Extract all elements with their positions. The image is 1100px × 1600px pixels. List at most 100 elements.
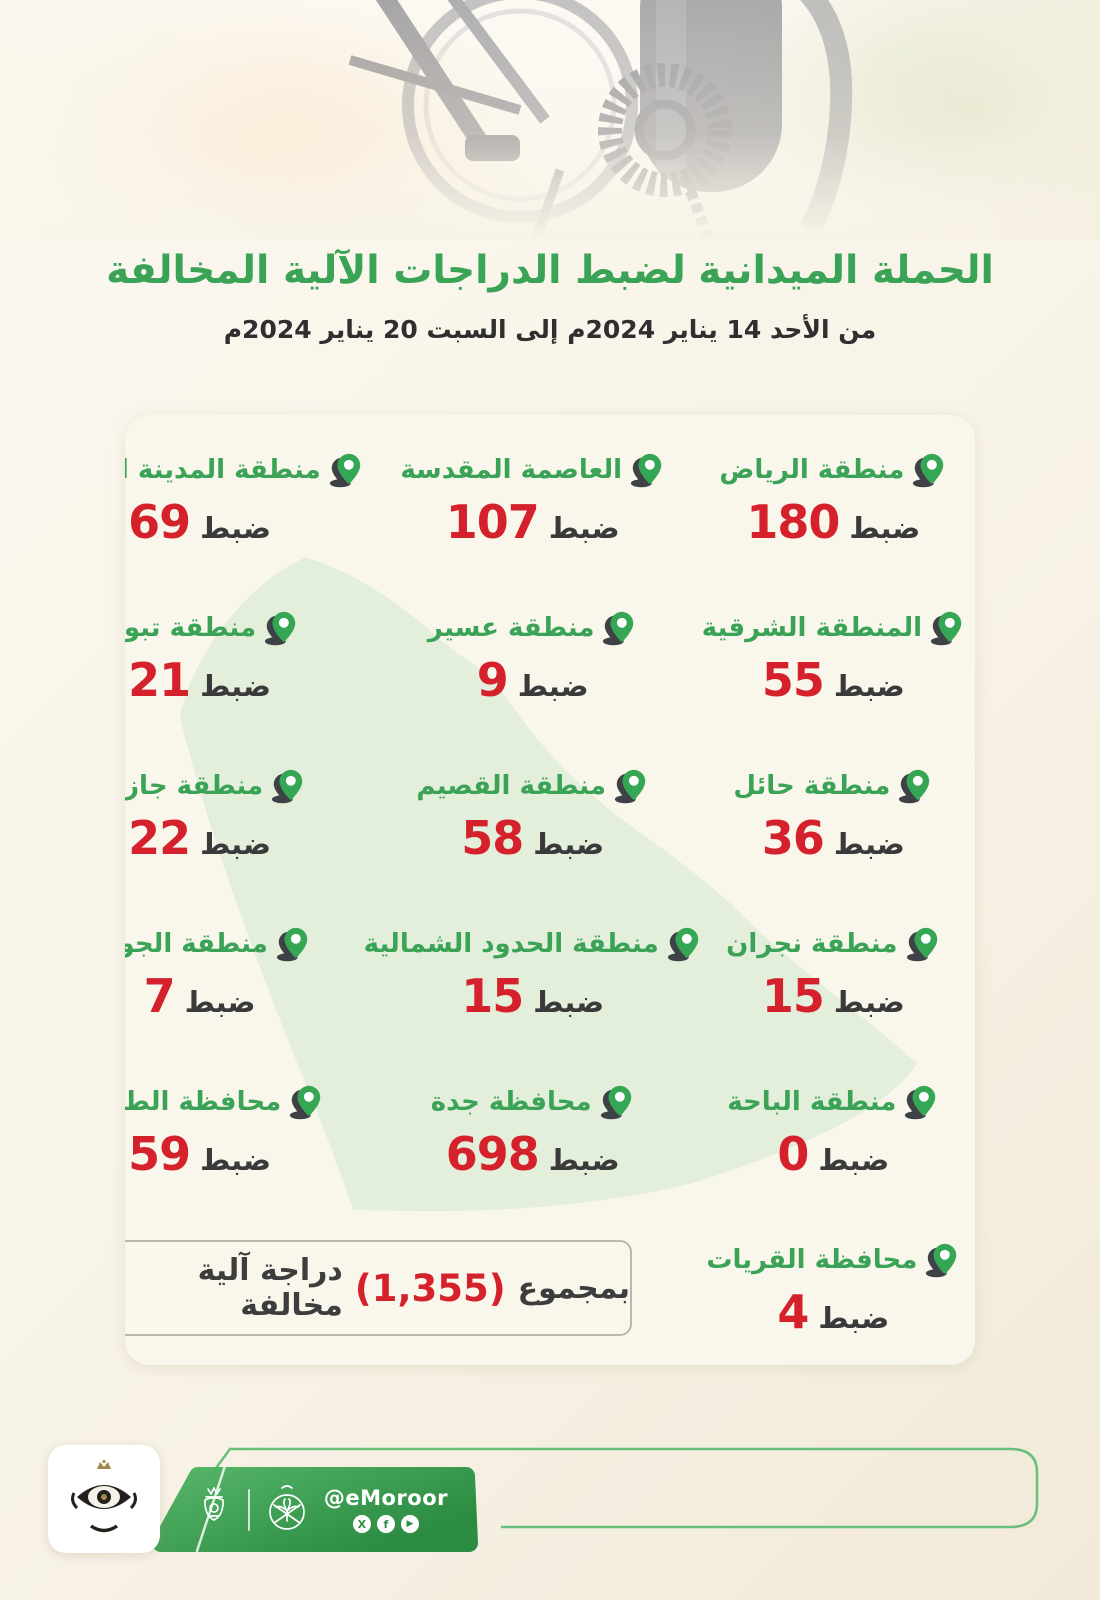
seized-label: ضبط: [833, 826, 905, 861]
seized-count: 7: [143, 968, 176, 1023]
location-pin-icon: [924, 1242, 960, 1278]
region-name: منطقة القصيم: [416, 770, 606, 801]
total-summary-box: بمجموع (1,355) دراجة آلية مخالفة: [125, 1240, 633, 1336]
seized-label: ضبط: [200, 510, 272, 545]
header: الحملة الميدانية لضبط الدراجات الآلية ال…: [0, 242, 1100, 344]
seized-label: ضبط: [818, 1142, 890, 1177]
total-value: (1,355): [354, 1266, 506, 1310]
facebook-icon[interactable]: f: [376, 1515, 395, 1533]
decorative-line: [161, 1447, 1039, 1542]
social-block: @eMoroor X f ▶: [324, 1486, 448, 1533]
page-title-light: الحملة الميدانية: [698, 248, 994, 293]
seized-label: ضبط: [533, 826, 605, 861]
location-pin-icon: [897, 768, 933, 804]
seized-label: ضبط: [200, 826, 272, 861]
location-pin-icon: [613, 768, 649, 804]
region-stat-eastern: المنطقة الشرقية ضبط 55: [702, 577, 965, 735]
seized-count: 21: [128, 652, 191, 707]
location-pin-icon: [270, 768, 306, 804]
social-handle: @eMoroor: [323, 1486, 448, 1510]
seized-count: 15: [761, 968, 825, 1023]
seized-label: ضبط: [818, 1300, 890, 1335]
region-name: منطقة نجران: [726, 928, 898, 959]
region-name: محافظة الطائف: [125, 1086, 282, 1117]
seized-count: 180: [746, 494, 840, 549]
ministry-of-interior-emblem-icon: [269, 1484, 305, 1530]
total-suffix: دراجة آلية مخالفة: [197, 1253, 343, 1323]
location-pin-icon: [929, 610, 965, 646]
region-name: منطقة جازان: [125, 770, 264, 801]
region-stat-northern-borders: منطقة الحدود الشمالية ضبط 15: [364, 893, 702, 1051]
seized-count: 4: [777, 1284, 809, 1339]
region-name: منطقة المدينة المنورة: [125, 454, 321, 485]
region-name: منطقة تبوك: [125, 612, 257, 643]
region-stat-asir: منطقة عسير ضبط 9: [364, 577, 702, 735]
region-stat-madinah: منطقة المدينة المنورة ضبط 69: [125, 419, 364, 577]
region-stat-jeddah: محافظة جدة ضبط 698: [364, 1051, 702, 1209]
seized-label: ضبط: [517, 668, 589, 703]
region-stat-hail: منطقة حائل ضبط 36: [702, 735, 965, 893]
seized-count: 59: [128, 1126, 191, 1181]
region-name: منطقة الحدود الشمالية: [363, 928, 659, 959]
footer: @eMoroor X f ▶: [0, 1400, 1100, 1600]
hero-motorcycle-image: [0, 0, 1100, 240]
region-name: منطقة عسير: [427, 612, 595, 643]
police-emblem-icon: [203, 1486, 224, 1521]
location-pin-icon: [911, 452, 947, 488]
banner-content: @eMoroor X f ▶: [160, 1467, 480, 1552]
region-name: محافظة جدة: [430, 1086, 592, 1117]
saudi-arabia-map: [180, 557, 917, 1212]
seized-label: ضبط: [849, 510, 921, 545]
seized-label: ضبط: [548, 510, 620, 545]
seized-label: ضبط: [833, 984, 905, 1019]
total-prefix: بمجموع: [517, 1270, 631, 1306]
seized-count: 0: [777, 1126, 809, 1181]
page-title-bold: لضبط الدراجات الآلية المخالفة: [106, 248, 686, 293]
location-pin-icon: [905, 926, 941, 962]
region-stat-qassim: منطقة القصيم ضبط 58: [364, 735, 702, 893]
region-stat-tabuk: منطقة تبوك ضبط 21: [125, 577, 364, 735]
seized-count: 58: [461, 810, 524, 865]
region-stat-riyadh: منطقة الرياض ضبط 180: [702, 419, 965, 577]
stats-card: منطقة الرياض ضبط 180 العاصمة المقدسة ضبط 1…: [125, 415, 975, 1365]
seized-count: 107: [445, 494, 540, 549]
region-name: منطقة الجوف: [125, 928, 268, 959]
location-pin-icon: [599, 1084, 635, 1120]
divider: [247, 1488, 250, 1531]
seized-label: ضبط: [533, 984, 605, 1019]
region-stat-makkah: العاصمة المقدسة ضبط 107: [364, 419, 702, 577]
seized-label: ضبط: [548, 1142, 620, 1177]
seized-count: 36: [761, 810, 825, 865]
seized-label: ضبط: [833, 668, 905, 703]
location-pin-icon: [263, 610, 299, 646]
region-stat-jazan: منطقة جازان ضبط 22: [125, 735, 364, 893]
seized-count: 55: [761, 652, 825, 707]
seized-count: 22: [128, 810, 191, 865]
region-name: المنطقة الشرقية: [701, 612, 922, 643]
location-pin-icon: [601, 610, 637, 646]
page-title: الحملة الميدانية لضبط الدراجات الآلية ال…: [0, 242, 1100, 301]
region-name: منطقة الرياض: [719, 454, 905, 485]
x-icon[interactable]: X: [352, 1515, 371, 1533]
region-stat-taif: محافظة الطائف ضبط 59: [125, 1051, 364, 1209]
seized-label: ضبط: [200, 1142, 272, 1177]
region-name: محافظة القريات: [706, 1244, 918, 1275]
date-range: من الأحد 14 يناير 2024م إلى السبت 20 ينا…: [223, 314, 877, 344]
region-name: منطقة الباحة: [727, 1086, 897, 1117]
region-stat-baha: منطقة الباحة ضبط 0: [702, 1051, 965, 1209]
seized-count: 9: [476, 652, 509, 707]
moroor-logo-card: [48, 1445, 160, 1553]
seized-label: ضبط: [184, 984, 256, 1019]
location-pin-icon: [629, 452, 665, 488]
regions-grid: منطقة الرياض ضبط 180 العاصمة المقدسة ضبط 1…: [125, 415, 975, 1365]
region-name: منطقة حائل: [733, 770, 891, 801]
location-pin-icon: [903, 1084, 939, 1120]
youtube-icon[interactable]: ▶: [400, 1515, 419, 1533]
region-name: العاصمة المقدسة: [400, 454, 623, 485]
seized-count: 69: [128, 494, 191, 549]
location-pin-icon: [275, 926, 311, 962]
region-stat-najran: منطقة نجران ضبط 15: [702, 893, 965, 1051]
seized-count: 15: [461, 968, 524, 1023]
